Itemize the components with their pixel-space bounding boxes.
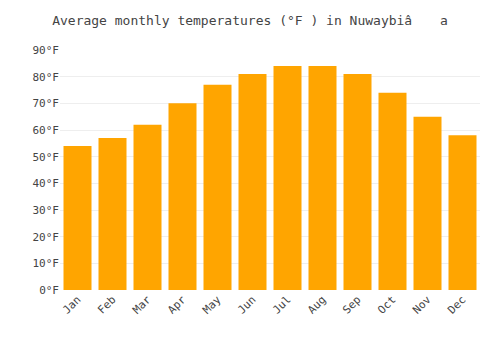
svg-text:Apr: Apr bbox=[165, 293, 189, 317]
svg-text:Mar: Mar bbox=[130, 293, 154, 317]
svg-text:20°F: 20°F bbox=[33, 231, 60, 244]
svg-text:Oct: Oct bbox=[375, 293, 398, 316]
svg-text:40°F: 40°F bbox=[33, 177, 60, 190]
svg-text:Sep: Sep bbox=[340, 293, 363, 316]
svg-text:May: May bbox=[200, 293, 224, 317]
svg-text:Jun: Jun bbox=[235, 293, 258, 316]
svg-text:70°F: 70°F bbox=[33, 97, 60, 110]
svg-text:50°F: 50°F bbox=[33, 151, 60, 164]
svg-text:0°F: 0°F bbox=[39, 284, 59, 297]
svg-text:Nov: Nov bbox=[410, 293, 434, 317]
svg-text:80°F: 80°F bbox=[33, 71, 60, 84]
svg-text:10°F: 10°F bbox=[33, 257, 60, 270]
svg-text:Feb: Feb bbox=[95, 293, 118, 316]
svg-text:Dec: Dec bbox=[445, 293, 468, 316]
svg-text:Jul: Jul bbox=[270, 293, 293, 316]
svg-text:90°F: 90°F bbox=[33, 44, 60, 57]
svg-text:Aug: Aug bbox=[305, 293, 328, 316]
svg-text:60°F: 60°F bbox=[33, 124, 60, 137]
svg-text:Jan: Jan bbox=[60, 293, 83, 316]
svg-text:Average monthly temperatures (: Average monthly temperatures (°F ) in Nu… bbox=[52, 13, 448, 28]
svg-text:30°F: 30°F bbox=[33, 204, 60, 217]
